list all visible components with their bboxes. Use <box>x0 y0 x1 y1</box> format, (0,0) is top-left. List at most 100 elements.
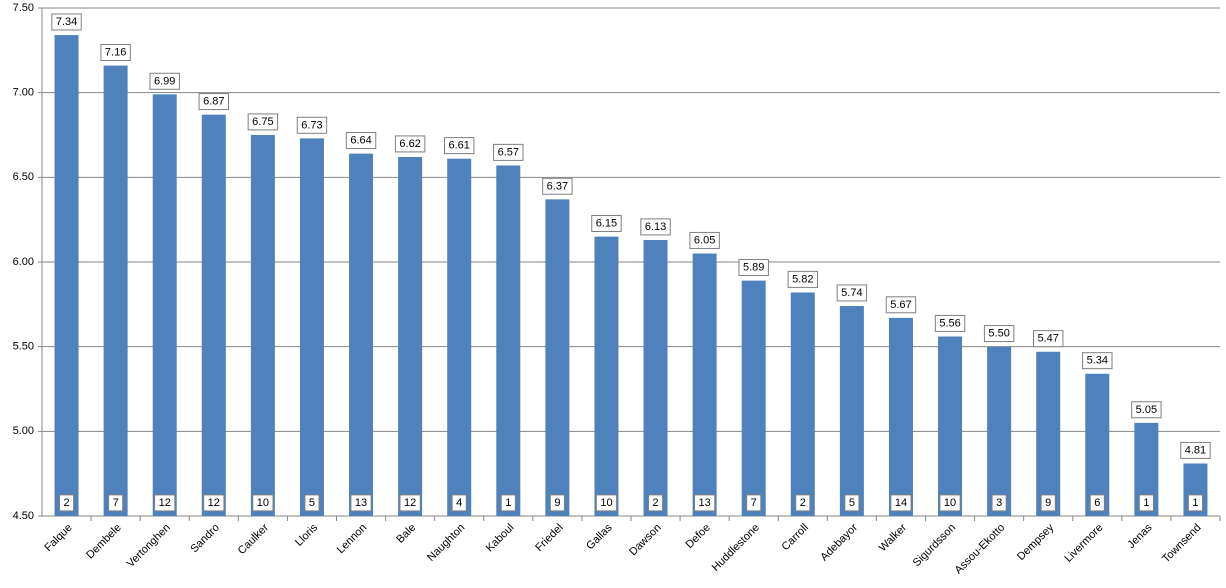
x-tick-label: Huddlestone <box>710 522 762 574</box>
count-label-group: 1 <box>1187 494 1204 512</box>
value-label-box <box>885 296 917 314</box>
y-tick-label: 5.00 <box>13 425 34 437</box>
x-tick-label: Sigurdsson <box>911 522 958 569</box>
value-label-group: 5.05 <box>1131 401 1162 419</box>
y-tick-label: 4.50 <box>13 510 34 522</box>
x-tick-label: Townsend <box>1160 522 1204 566</box>
count-label: 5 <box>849 497 855 509</box>
value-label-box <box>394 135 426 153</box>
count-label-group: 13 <box>350 494 372 512</box>
value-label-group: 5.89 <box>738 259 769 277</box>
value-label-group: 5.50 <box>983 325 1015 343</box>
value-label-group: 6.15 <box>591 215 622 233</box>
value-label: 6.99 <box>154 75 175 87</box>
value-label-box <box>836 284 868 302</box>
count-label-group: 5 <box>844 494 860 512</box>
bar <box>299 138 324 517</box>
count-label: 5 <box>309 497 315 509</box>
count-label: 13 <box>699 497 711 509</box>
count-label-box <box>500 494 516 512</box>
value-label: 6.57 <box>498 146 519 158</box>
x-tick-label: Gallas <box>584 521 615 552</box>
value-label-box <box>983 325 1015 343</box>
x-tick-label: Kaboul <box>484 522 517 555</box>
count-label-box <box>451 494 467 512</box>
count-label-group: 10 <box>252 494 274 512</box>
count-label-box <box>844 494 860 512</box>
value-label-group: 7.16 <box>100 43 131 61</box>
y-tick-label: 7.00 <box>13 87 34 99</box>
value-label-box <box>247 113 279 131</box>
count-label-box <box>1187 494 1204 512</box>
value-label: 6.05 <box>694 234 715 246</box>
value-label: 6.13 <box>645 221 666 233</box>
value-label-box <box>591 215 622 233</box>
x-tick-label: Carroll <box>780 522 811 553</box>
bar <box>987 346 1012 516</box>
x-tick-label: Falque <box>42 522 74 554</box>
count-label-box <box>154 494 176 512</box>
value-label: 6.75 <box>252 116 273 128</box>
x-tick-label: Lloris <box>293 521 320 548</box>
count-label-group: 7 <box>108 494 124 512</box>
count-label-box <box>746 494 762 512</box>
count-label-box <box>647 494 664 512</box>
y-tick-label: 6.00 <box>13 256 34 268</box>
value-label: 7.16 <box>105 46 126 58</box>
count-label: 14 <box>895 497 907 509</box>
count-label-group: 14 <box>890 494 912 512</box>
x-tick-label: Caulker <box>236 521 272 557</box>
x-tick-label: Jenas <box>1125 521 1155 551</box>
count-label-group: 1 <box>500 494 516 512</box>
count-label-box <box>108 494 124 512</box>
count-label: 2 <box>800 497 806 509</box>
value-label: 5.05 <box>1136 404 1157 416</box>
x-tick-label: Naughton <box>425 522 467 564</box>
x-tick-label: Sandro <box>188 522 222 556</box>
count-label-group: 12 <box>399 494 421 512</box>
value-label: 6.64 <box>350 135 371 147</box>
value-label-group: 7.34 <box>51 13 82 31</box>
count-label: 2 <box>652 497 658 509</box>
value-label: 6.15 <box>596 218 617 230</box>
count-label-box <box>549 494 565 512</box>
value-label-group: 5.82 <box>787 270 819 288</box>
bar <box>152 94 177 517</box>
count-label-box <box>203 494 225 512</box>
x-tick-label: Walker <box>877 521 910 554</box>
value-label-box <box>296 116 328 134</box>
count-label: 4 <box>456 497 462 509</box>
value-label-group: 5.47 <box>1032 330 1064 348</box>
value-label-box <box>787 270 819 288</box>
bar <box>888 317 913 516</box>
x-tick-label: Defoe <box>684 522 713 551</box>
value-label: 5.50 <box>988 328 1009 340</box>
count-label-group: 2 <box>647 494 664 512</box>
count-label-group: 6 <box>1089 494 1105 512</box>
count-label: 6 <box>1094 497 1100 509</box>
count-label: 1 <box>1192 497 1198 509</box>
bar <box>545 199 570 516</box>
count-label-box <box>694 494 716 512</box>
value-label-box <box>1082 352 1113 370</box>
count-label-group: 2 <box>58 494 75 512</box>
value-label: 5.74 <box>841 287 862 299</box>
bar <box>398 157 423 516</box>
value-label-group: 5.67 <box>885 296 917 314</box>
value-label: 7.34 <box>56 16 77 28</box>
value-label: 6.62 <box>399 138 420 150</box>
count-label: 3 <box>996 497 1002 509</box>
x-tick-label: Assou-Ekotto <box>953 522 1008 577</box>
count-label-group: 10 <box>939 494 961 512</box>
count-label: 10 <box>600 497 612 509</box>
value-label-group: 5.56 <box>934 314 966 332</box>
value-label-box <box>934 314 966 332</box>
bar <box>1036 351 1061 516</box>
count-label: 9 <box>1045 497 1051 509</box>
value-label: 5.34 <box>1087 355 1108 367</box>
count-label-box <box>1040 494 1056 512</box>
value-label-box <box>345 132 377 150</box>
count-label: 12 <box>159 497 171 509</box>
value-label-box <box>493 143 524 161</box>
